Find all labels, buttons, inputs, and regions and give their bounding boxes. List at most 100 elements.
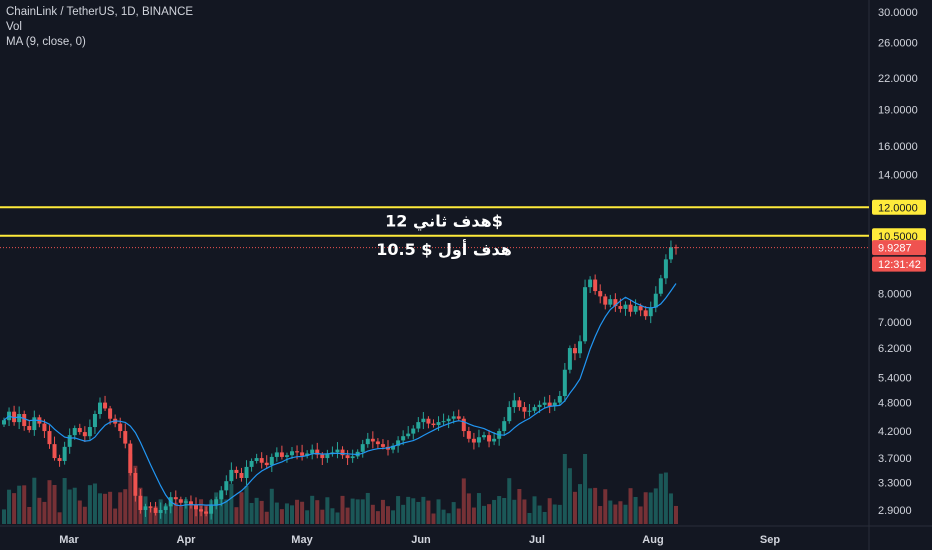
volume-bar (421, 496, 426, 524)
volume-bar (345, 507, 350, 524)
volume-bar (663, 472, 668, 524)
candle-body (613, 299, 618, 307)
y-tick-label: 4.8000 (878, 398, 912, 410)
volume-bar (254, 497, 259, 524)
volume-bar (350, 498, 355, 524)
volume-bar (482, 505, 486, 524)
candle-body (244, 466, 249, 478)
level-price-tag (872, 199, 926, 215)
candle-body (416, 422, 421, 429)
candle-body (98, 402, 102, 414)
volume-bar (249, 502, 254, 524)
candle-body (12, 411, 17, 423)
candle-body (123, 431, 128, 444)
ma-label[interactable]: MA (9, close, 0) (6, 36, 86, 48)
volume-bar (118, 492, 123, 524)
volume-label[interactable]: Vol (6, 21, 22, 33)
volume-bar (2, 509, 6, 524)
candle-body (305, 453, 310, 456)
volume-bar (578, 484, 582, 524)
volume-bar (380, 499, 385, 524)
volume-bar (310, 495, 315, 524)
symbol-title[interactable]: ChainLink / TetherUS, 1D, BINANCE (6, 6, 194, 18)
volume-bar (608, 500, 613, 524)
volume-bar (542, 511, 547, 524)
volume-bar (391, 510, 396, 524)
y-tick-label: 6.2000 (878, 343, 912, 355)
candle-body (87, 427, 92, 437)
candle-body (128, 443, 133, 473)
candle-body (648, 307, 653, 317)
volume-bar (658, 473, 663, 524)
candle-body (588, 279, 593, 288)
last-price-label: 9.9287 (878, 243, 912, 255)
volume-bar (355, 499, 360, 524)
volume-bar (638, 506, 643, 524)
price-axis[interactable]: 30.0000 26.0000 22.0000 19.0000 16.0000 14.00… (878, 7, 918, 517)
y-tick-label: 14.0000 (878, 169, 918, 181)
candle-body (300, 452, 305, 456)
level-price-label: 12.0000 (878, 202, 918, 214)
volume-bar (163, 504, 168, 524)
volume-bar (244, 485, 249, 524)
candle-body (512, 400, 517, 408)
time-axis[interactable]: Mar Apr May Jun Jul Aug Sep (59, 534, 780, 546)
level-price-label: 10.5000 (878, 231, 918, 243)
x-tick-label: Jun (411, 534, 431, 546)
candle-body (224, 481, 229, 491)
target-levels[interactable]: هدف ثاني 12$ هدف أول $ 10.5 (0, 206, 869, 259)
candle-body (345, 455, 350, 459)
volume-bar (461, 478, 466, 524)
candle-body (264, 462, 269, 466)
volume-bar (471, 507, 476, 524)
candle-body (315, 449, 320, 455)
candle-body (431, 423, 436, 426)
volume-bar (239, 492, 244, 524)
level-annotation: هدف أول $ 10.5 (376, 239, 512, 259)
candle-body (572, 348, 577, 354)
candle-body (653, 293, 658, 308)
candle-body (178, 499, 183, 503)
volume-bar (618, 501, 623, 524)
volume-bar (476, 493, 481, 524)
volume-bar (315, 500, 320, 524)
volume-bar (103, 493, 108, 524)
volume-bar (219, 493, 224, 524)
volume-bar (426, 500, 431, 524)
volume-bar (108, 491, 113, 524)
volume-bar (668, 493, 673, 524)
volume-bar (436, 499, 441, 524)
volume-bar (623, 504, 628, 524)
ma-line (3, 283, 677, 507)
candle-body (380, 444, 385, 447)
candle-body (229, 469, 234, 482)
volume-bar (562, 454, 567, 524)
candle-body (487, 435, 492, 442)
candle-body (254, 458, 259, 461)
volume-bar (492, 499, 497, 524)
volume-bar (62, 478, 67, 524)
volume-bar (396, 496, 401, 524)
candle-body (396, 440, 401, 446)
volume-bar (517, 489, 522, 524)
volume-bar (98, 493, 102, 524)
x-tick-label: May (291, 534, 313, 546)
volume-bar (320, 509, 325, 524)
volume-bar (92, 483, 97, 524)
candle-body (234, 469, 239, 473)
volume-bar (52, 485, 57, 524)
candle-body (17, 413, 22, 423)
candle-body (456, 416, 461, 419)
candle-body (668, 247, 673, 260)
x-tick-label: Aug (642, 534, 663, 546)
volume-bar (497, 496, 502, 524)
candle-body (173, 497, 178, 500)
volume-bar (300, 501, 305, 524)
volume-bar (375, 511, 380, 524)
volume-bar (42, 501, 47, 524)
volume-bar (57, 512, 62, 524)
volume-bar (305, 510, 310, 524)
volume-bar (628, 488, 633, 524)
